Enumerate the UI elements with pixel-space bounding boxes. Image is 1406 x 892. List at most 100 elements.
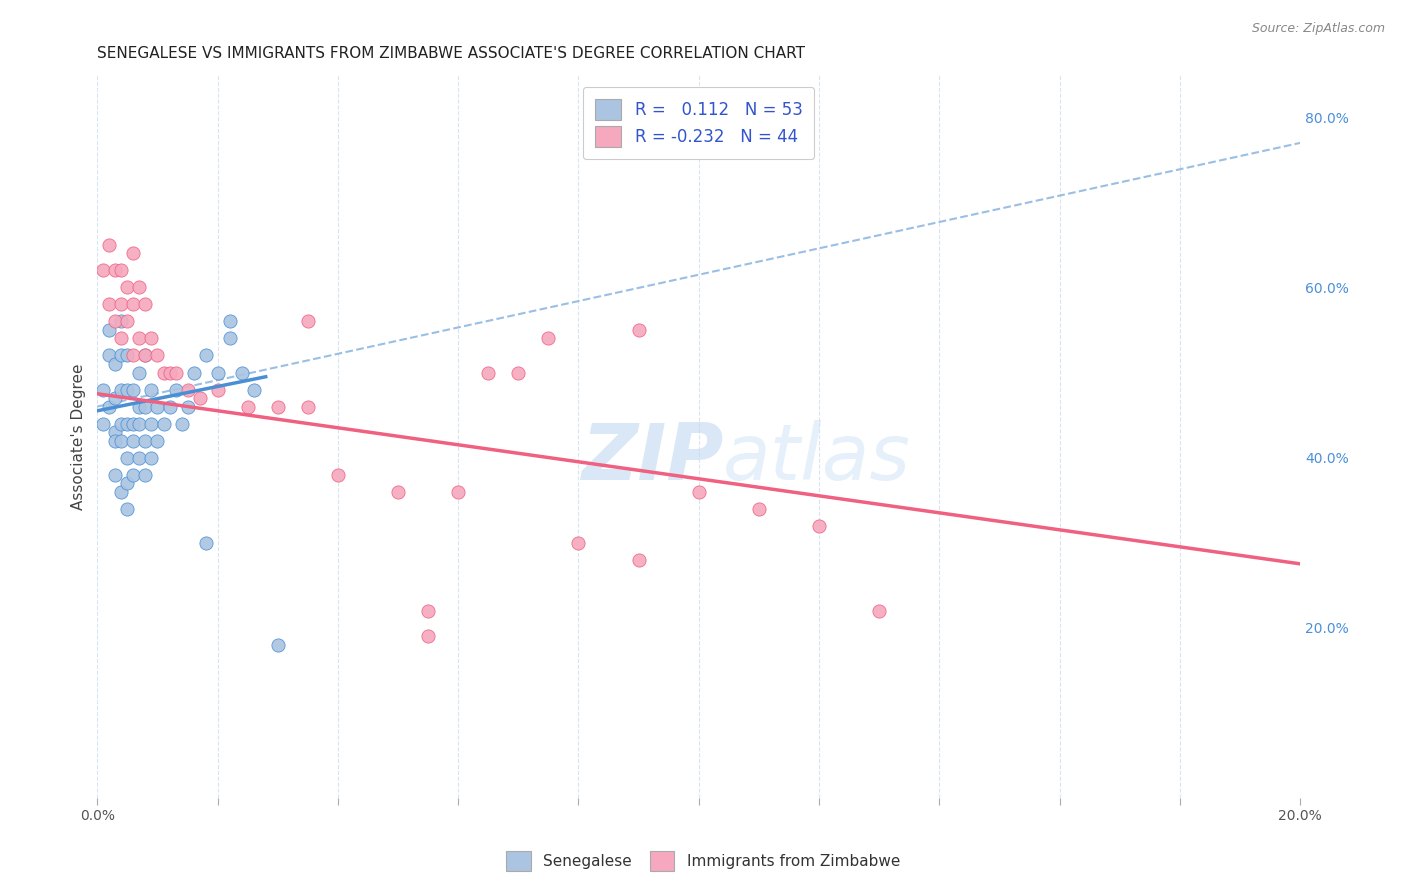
Legend: Senegalese, Immigrants from Zimbabwe: Senegalese, Immigrants from Zimbabwe <box>496 842 910 880</box>
Point <box>267 400 290 414</box>
Point <box>688 484 710 499</box>
Point <box>236 400 259 414</box>
Point <box>134 400 156 414</box>
Point <box>128 417 150 431</box>
Point <box>159 400 181 414</box>
Point <box>477 366 499 380</box>
Point <box>627 323 650 337</box>
Point <box>104 467 127 482</box>
Point <box>110 331 132 345</box>
Point <box>152 417 174 431</box>
Point <box>134 434 156 448</box>
Point <box>218 314 240 328</box>
Point <box>134 467 156 482</box>
Point <box>117 450 139 465</box>
Point <box>110 314 132 328</box>
Point <box>297 400 319 414</box>
Point <box>110 297 132 311</box>
Point <box>110 263 132 277</box>
Point <box>104 263 127 277</box>
Point <box>416 629 439 643</box>
Point <box>128 280 150 294</box>
Text: ZIP: ZIP <box>581 420 723 496</box>
Point <box>93 383 115 397</box>
Point <box>110 417 132 431</box>
Point <box>110 434 132 448</box>
Point <box>447 484 470 499</box>
Point <box>93 263 115 277</box>
Point <box>104 425 127 439</box>
Point <box>627 552 650 566</box>
Point <box>128 400 150 414</box>
Point <box>188 391 211 405</box>
Point <box>117 349 139 363</box>
Text: Source: ZipAtlas.com: Source: ZipAtlas.com <box>1251 22 1385 36</box>
Point <box>98 400 121 414</box>
Point <box>122 417 145 431</box>
Point <box>134 349 156 363</box>
Point <box>508 366 530 380</box>
Point <box>134 349 156 363</box>
Point <box>567 535 589 549</box>
Point <box>297 314 319 328</box>
Point <box>128 450 150 465</box>
Point <box>141 331 163 345</box>
Point <box>748 501 770 516</box>
Point <box>128 366 150 380</box>
Point <box>165 383 187 397</box>
Point <box>122 383 145 397</box>
Point <box>104 314 127 328</box>
Point <box>152 366 174 380</box>
Point <box>218 331 240 345</box>
Point <box>141 450 163 465</box>
Point <box>194 535 217 549</box>
Point <box>117 476 139 491</box>
Point <box>110 484 132 499</box>
Point <box>104 434 127 448</box>
Point <box>170 417 193 431</box>
Point <box>134 297 156 311</box>
Point <box>117 501 139 516</box>
Point <box>117 314 139 328</box>
Point <box>98 323 121 337</box>
Point <box>537 331 560 345</box>
Point <box>117 417 139 431</box>
Point <box>242 383 264 397</box>
Point <box>110 349 132 363</box>
Point <box>104 391 127 405</box>
Point <box>122 297 145 311</box>
Legend: R =   0.112   N = 53, R = -0.232   N = 44: R = 0.112 N = 53, R = -0.232 N = 44 <box>583 87 814 159</box>
Point <box>326 467 349 482</box>
Point <box>176 400 198 414</box>
Point <box>146 434 169 448</box>
Y-axis label: Associate's Degree: Associate's Degree <box>72 363 86 509</box>
Point <box>267 638 290 652</box>
Point <box>122 246 145 260</box>
Point <box>110 383 132 397</box>
Point <box>807 518 830 533</box>
Text: SENEGALESE VS IMMIGRANTS FROM ZIMBABWE ASSOCIATE'S DEGREE CORRELATION CHART: SENEGALESE VS IMMIGRANTS FROM ZIMBABWE A… <box>97 46 806 62</box>
Point <box>176 383 198 397</box>
Point <box>207 383 229 397</box>
Point <box>146 400 169 414</box>
Point <box>93 417 115 431</box>
Point <box>183 366 205 380</box>
Point <box>868 604 890 618</box>
Point <box>231 366 253 380</box>
Point <box>159 366 181 380</box>
Point <box>387 484 409 499</box>
Point <box>165 366 187 380</box>
Point <box>98 297 121 311</box>
Point <box>122 434 145 448</box>
Point <box>128 331 150 345</box>
Point <box>122 349 145 363</box>
Point <box>98 349 121 363</box>
Point <box>194 349 217 363</box>
Point <box>122 467 145 482</box>
Point <box>416 604 439 618</box>
Point <box>141 383 163 397</box>
Point <box>207 366 229 380</box>
Point <box>98 238 121 252</box>
Point <box>146 349 169 363</box>
Point <box>117 383 139 397</box>
